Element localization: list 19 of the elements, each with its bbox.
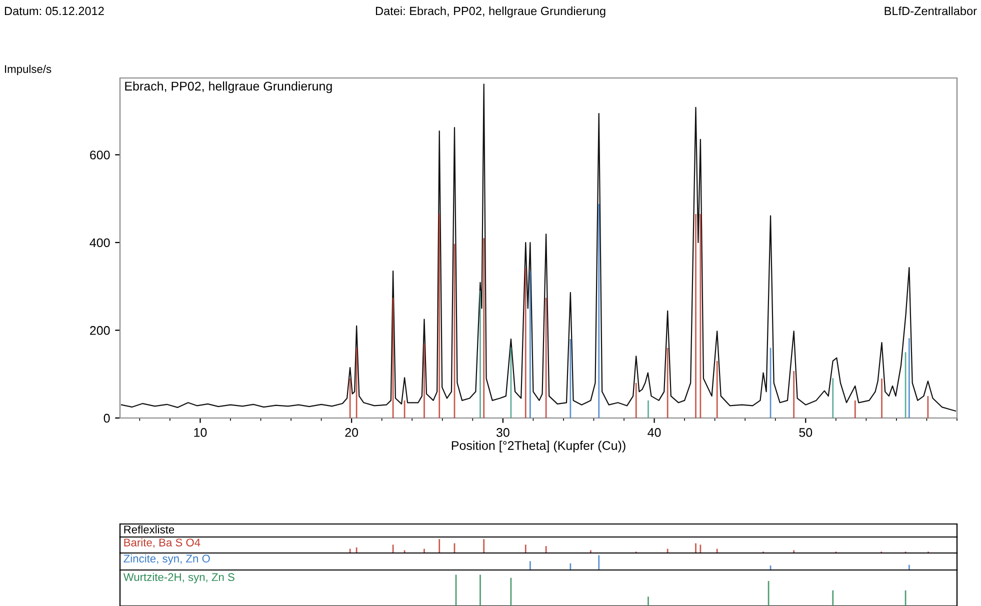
- text: Datei: Ebrach, PP02, hellgraue Grundierung: [376, 6, 606, 18]
- y-tick-label: 0: [104, 414, 110, 423]
- x-tick-label: 10: [194, 428, 207, 437]
- y-tick-label: 600: [90, 150, 110, 160]
- x-axis-title: Position [°2Theta] (Kupfer (Cu)): [452, 440, 626, 452]
- x-tick-label: 50: [799, 428, 812, 437]
- y-tick-label: 400: [90, 238, 110, 248]
- chart-title: Barite, Ba S O4: [124, 538, 200, 548]
- text: Reflexliste: [124, 525, 174, 534]
- y-tick-label: 200: [90, 326, 110, 335]
- x-tick-label: 40: [648, 428, 661, 437]
- y-axis-title: Impulse/s: [5, 64, 52, 76]
- chart-title: Ebrach, PP02, hellgraue Grundierung: [125, 81, 332, 94]
- text: Datum: 05.12.2012: [4, 6, 104, 16]
- text: BLfD-Zentrallabor: [884, 6, 977, 16]
- chart-title: Zincite, syn, Zn O: [124, 554, 210, 565]
- x-tick-label: 30: [496, 428, 510, 437]
- chart-title: Wurtzite-2H, syn, Zn S: [123, 572, 234, 584]
- x-tick-label: 20: [345, 428, 358, 437]
